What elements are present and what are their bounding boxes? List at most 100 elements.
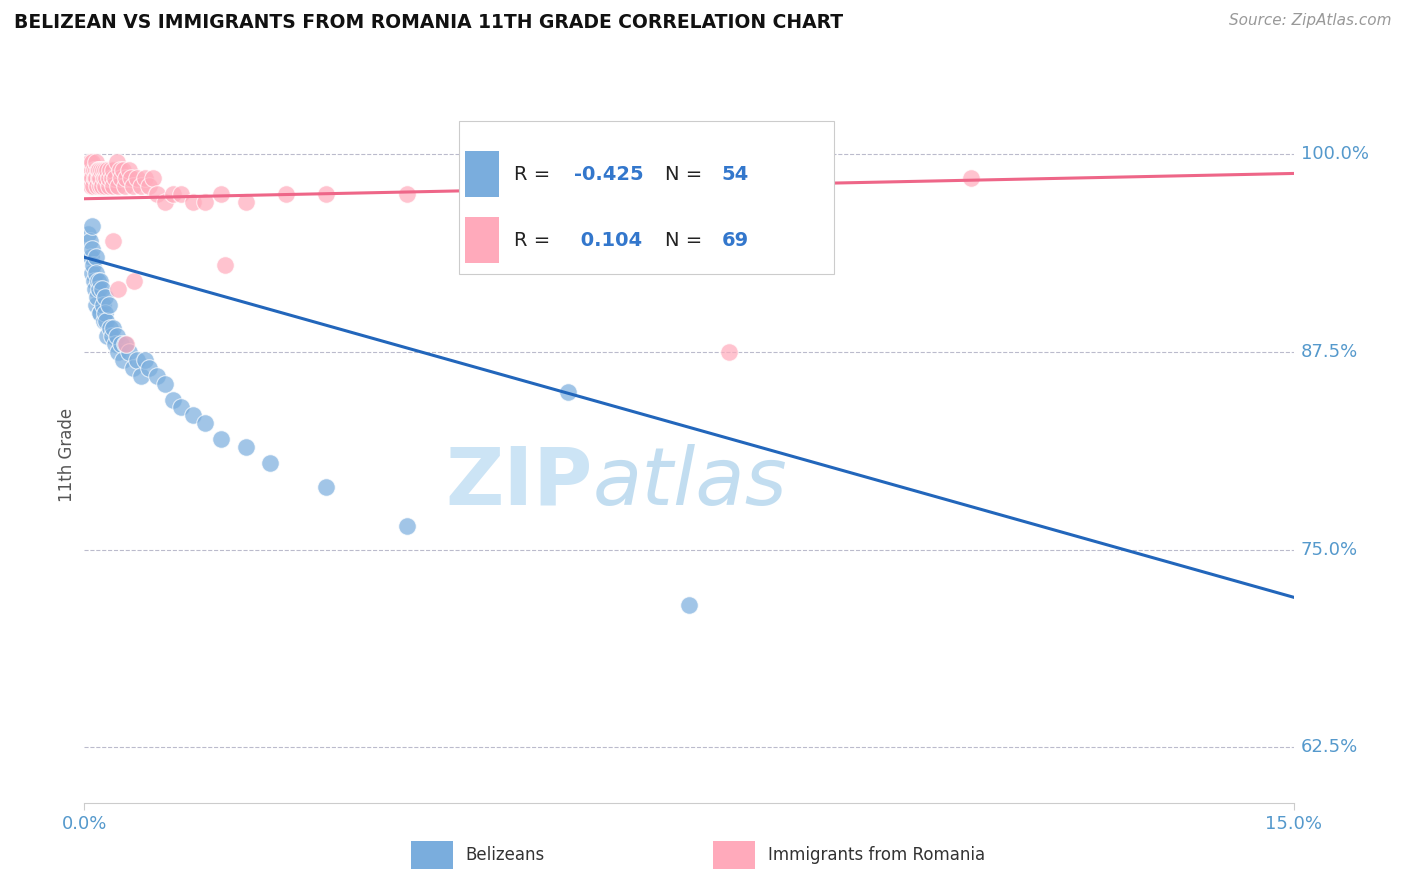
Point xyxy=(115,171,138,186)
Point xyxy=(86,298,108,312)
Point xyxy=(97,171,120,186)
Point xyxy=(395,519,418,533)
Point xyxy=(960,171,983,186)
Point xyxy=(134,353,156,368)
Point xyxy=(107,179,129,194)
Point xyxy=(91,163,114,178)
Text: 69: 69 xyxy=(721,231,749,250)
FancyBboxPatch shape xyxy=(411,841,453,869)
Point xyxy=(104,171,127,186)
Point xyxy=(97,298,120,312)
Text: 54: 54 xyxy=(721,164,749,184)
Point xyxy=(87,274,110,288)
Point xyxy=(89,171,111,186)
Point xyxy=(274,187,297,202)
Point xyxy=(194,417,217,431)
Point xyxy=(134,171,156,186)
Point xyxy=(89,305,111,319)
Point xyxy=(93,313,115,327)
Text: Immigrants from Romania: Immigrants from Romania xyxy=(768,846,984,864)
Point xyxy=(101,163,124,178)
Point xyxy=(79,235,101,249)
Point xyxy=(83,171,105,186)
Point xyxy=(120,171,142,186)
Point xyxy=(94,171,117,186)
Point xyxy=(79,155,101,169)
Point xyxy=(84,250,107,264)
Point xyxy=(146,368,169,383)
Point xyxy=(110,337,132,351)
Point xyxy=(91,298,114,312)
Point xyxy=(100,329,122,343)
Point xyxy=(259,456,281,470)
Point xyxy=(678,598,700,612)
Point xyxy=(91,282,114,296)
Point xyxy=(107,282,129,296)
Point xyxy=(718,345,741,359)
Text: -0.425: -0.425 xyxy=(574,164,644,184)
Point xyxy=(181,194,204,209)
Point xyxy=(125,171,148,186)
Point xyxy=(103,179,125,194)
Text: Belizeans: Belizeans xyxy=(465,846,544,864)
Point xyxy=(87,282,110,296)
Point xyxy=(315,187,337,202)
Point xyxy=(94,305,117,319)
Point xyxy=(100,171,122,186)
Point xyxy=(121,179,143,194)
Point xyxy=(170,401,193,415)
Point xyxy=(86,179,108,194)
FancyBboxPatch shape xyxy=(465,218,499,263)
Text: R =: R = xyxy=(513,164,557,184)
Point xyxy=(87,171,110,186)
Point xyxy=(83,282,105,296)
Text: atlas: atlas xyxy=(592,443,787,522)
Point xyxy=(114,337,136,351)
Point xyxy=(153,194,176,209)
Point xyxy=(80,250,103,264)
Point xyxy=(76,163,98,178)
Point xyxy=(86,266,108,280)
Point xyxy=(138,179,160,194)
Point xyxy=(138,361,160,376)
Text: 87.5%: 87.5% xyxy=(1301,343,1358,361)
Point xyxy=(107,345,129,359)
Point xyxy=(153,376,176,391)
Point xyxy=(87,163,110,178)
Text: ZIP: ZIP xyxy=(444,443,592,522)
Point xyxy=(96,329,118,343)
Point xyxy=(118,163,141,178)
Point xyxy=(93,163,115,178)
Y-axis label: 11th Grade: 11th Grade xyxy=(58,408,76,502)
Point xyxy=(125,353,148,368)
Point xyxy=(209,187,232,202)
Point xyxy=(104,337,127,351)
Point xyxy=(87,163,110,178)
Point xyxy=(89,274,111,288)
Point xyxy=(98,321,121,335)
Point xyxy=(121,361,143,376)
Text: Source: ZipAtlas.com: Source: ZipAtlas.com xyxy=(1229,13,1392,29)
Point xyxy=(96,163,118,178)
Point xyxy=(94,313,117,327)
Point xyxy=(162,392,184,407)
Point xyxy=(80,163,103,178)
Point xyxy=(86,155,108,169)
Point xyxy=(105,329,128,343)
Point xyxy=(315,479,337,493)
Point xyxy=(89,305,111,319)
Point xyxy=(93,171,115,186)
Point xyxy=(194,194,217,209)
Point xyxy=(146,187,169,202)
Point xyxy=(129,368,152,383)
Point xyxy=(83,274,105,288)
Point xyxy=(115,337,138,351)
Point xyxy=(82,258,104,272)
Point xyxy=(162,187,184,202)
Text: 62.5%: 62.5% xyxy=(1301,739,1358,756)
Point xyxy=(93,290,115,304)
Text: N =: N = xyxy=(665,231,709,250)
Point xyxy=(142,171,165,186)
Point xyxy=(118,345,141,359)
Point xyxy=(170,187,193,202)
